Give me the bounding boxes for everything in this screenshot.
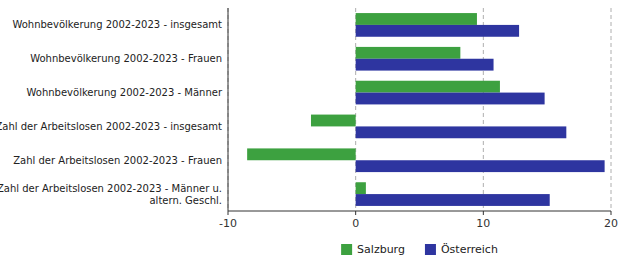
legend-swatch [341,244,352,255]
bar [356,81,500,93]
grid-line [228,8,229,211]
legend-item: Salzburg [341,243,405,256]
category-label-line: Zahl der Arbeitslosen 2002-2023 - Männer… [0,183,222,194]
tick-label: 20 [604,217,618,230]
tick-label: 10 [476,217,490,230]
grid [228,8,611,211]
bar [356,93,545,105]
legend-label: Österreich [441,243,498,256]
category-label-line: Zahl der Arbeitslosen 2002-2023 - Frauen [13,155,222,166]
bar [356,182,366,194]
tick-mark [228,211,229,215]
grid-line [611,8,612,211]
chart: -10 0 10 20 Wohnbevölkerung 2002-2023 - insg… [0,0,627,267]
bar [356,160,605,172]
legend-item: Österreich [425,243,498,256]
category-label: Zahl der Arbeitslosen 2002-2023 - Frauen [13,155,222,166]
legend-label: Salzburg [357,243,405,256]
bar [356,194,550,206]
category-label-line: altern. Geschl. [149,195,222,206]
category-label: Wohnbevölkerung 2002-2023 - Frauen [30,53,222,64]
bars [247,13,604,206]
legend-swatch [425,244,436,255]
tick-mark [483,211,484,215]
bar [356,13,477,25]
legend: Salzburg Österreich [341,243,498,256]
tick-label: -10 [219,217,237,230]
x-axis-line [228,211,611,212]
grid-line [355,8,356,211]
category-label-line: Zahl der Arbeitslosen 2002-2023 - insges… [0,121,222,132]
bar [356,126,567,138]
bar [356,59,494,71]
category-label-line: Wohnbevölkerung 2002-2023 - insgesamt [12,19,222,30]
category-label: Wohnbevölkerung 2002-2023 - Männer [27,87,223,98]
bar [311,115,356,127]
grid-line [483,8,484,211]
category-label: Zahl der Arbeitslosen 2002-2023 - insges… [0,121,222,132]
y-axis-line [228,8,229,211]
category-label: Wohnbevölkerung 2002-2023 - insgesamt [12,19,222,30]
tick-mark [611,211,612,215]
bar [247,148,356,160]
tick-mark [355,211,356,215]
bar [356,25,519,37]
bar [356,47,461,59]
tick-label: 0 [352,217,359,230]
category-label-line: Wohnbevölkerung 2002-2023 - Männer [27,87,223,98]
category-label-line: Wohnbevölkerung 2002-2023 - Frauen [30,53,222,64]
category-label: Zahl der Arbeitslosen 2002-2023 - Männer… [0,183,222,206]
